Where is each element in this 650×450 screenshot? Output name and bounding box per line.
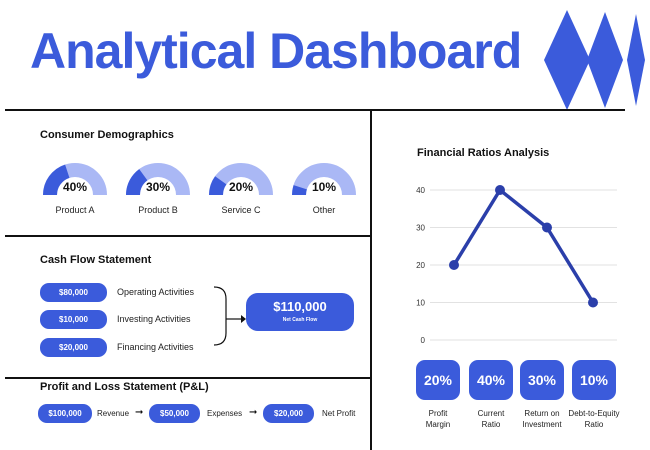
data-point [449,260,459,270]
donut-gauge-icon [209,163,273,196]
gauge-item: 30% Product B [123,160,193,220]
ratio-label-line2: Ratio [584,420,604,429]
gauge-track [292,163,356,196]
gauge-fill [126,169,148,196]
net-profit-label: Net Profit [322,409,356,418]
cashflow-bracket-arrow [213,286,246,346]
ratio-label-line2: Investment [522,420,562,429]
donut-gauge-icon [43,163,107,196]
ratio-label-line1: Profit [428,409,448,418]
gauge-item: 10% Other [289,160,359,220]
data-point [542,222,552,233]
ratio-label: Debt-to-Equity Ratio [559,408,629,430]
ratio-label-line2: Margin [425,420,451,429]
ratio-label-line1: Current [477,409,505,418]
y-tick-label: 0 [421,336,426,345]
y-tick-label: 10 [416,299,425,308]
cashflow-divider [5,377,371,379]
gauge-label: Service C [221,205,261,215]
data-point [588,297,598,308]
financing-amount-pill: $20,000 [40,338,107,357]
y-tick-label: 20 [416,261,425,270]
net-cash-flow-value: $110,000 [273,299,327,314]
gauge-label: Product A [55,205,95,215]
page-title: Analytical Dashboard [30,23,522,79]
gauge-fill [291,185,307,196]
gauge-item: 40% Product A [40,160,110,220]
y-tick-label: 30 [416,224,425,233]
gauge-percent: 40% [62,180,88,194]
y-tick-label: 40 [416,186,425,195]
blue-diamonds-logo-icon [544,10,645,110]
ratio-value-box: 10% [572,360,616,400]
donut-gauge-icon [126,163,190,196]
column-divider [370,109,372,450]
revenue-amount-pill: $100,000 [38,404,92,423]
demographics-divider [5,235,371,237]
gauge-fill [209,176,227,196]
net-profit-amount-pill: $20,000 [263,404,314,423]
ratio-label: Current Ratio [456,408,526,430]
ratio-label-line1: Debt-to-Equity [568,409,620,418]
net-cash-flow-label: Net Cash Flow [282,317,318,323]
operating-activities-label: Operating Activities [117,287,195,297]
net-cash-flow-box: $110,000 Net Cash Flow [246,293,354,331]
ratio-value-box: 30% [520,360,564,400]
gauge-item: 20% Service C [206,160,276,220]
series-line [452,188,595,304]
gauge-percent: 10% [311,180,337,194]
expenses-arrow-icon: ➞ [249,407,258,418]
data-point [495,185,505,195]
gauge-fill [43,164,70,196]
demographics-title: Consumer Demographics [40,129,174,141]
gauge-percent: 20% [228,180,254,194]
ratio-value-box: 40% [469,360,513,400]
revenue-arrow-icon: ➞ [135,407,144,418]
ratio-label: Return on Investment [507,408,577,430]
revenue-label: Revenue [97,409,130,418]
financing-activities-label: Financing Activities [117,342,194,352]
ratio-label-line1: Return on [524,409,560,418]
ratio-label-line2: Ratio [481,420,501,429]
expenses-amount-pill: $50,000 [149,404,200,423]
cashflow-title: Cash Flow Statement [40,254,152,266]
pnl-title: Profit and Loss Statement (P&L) [40,381,209,393]
ratio-value-box: 20% [416,360,460,400]
donut-gauge-icon [291,163,356,196]
operating-amount-pill: $80,000 [40,283,107,302]
investing-amount-pill: $10,000 [40,310,107,329]
ratio-label: Profit Margin [403,408,473,430]
ratios-title: Financial Ratios Analysis [417,147,550,159]
investing-activities-label: Investing Activities [117,314,191,324]
gauge-label: Product B [138,205,178,215]
ratios-line-chart: 0 10 20 30 40 [416,185,617,345]
gauge-percent: 30% [145,180,171,194]
gauge-label: Other [312,205,336,215]
expenses-label: Expenses [207,409,243,418]
header-divider [5,109,625,111]
